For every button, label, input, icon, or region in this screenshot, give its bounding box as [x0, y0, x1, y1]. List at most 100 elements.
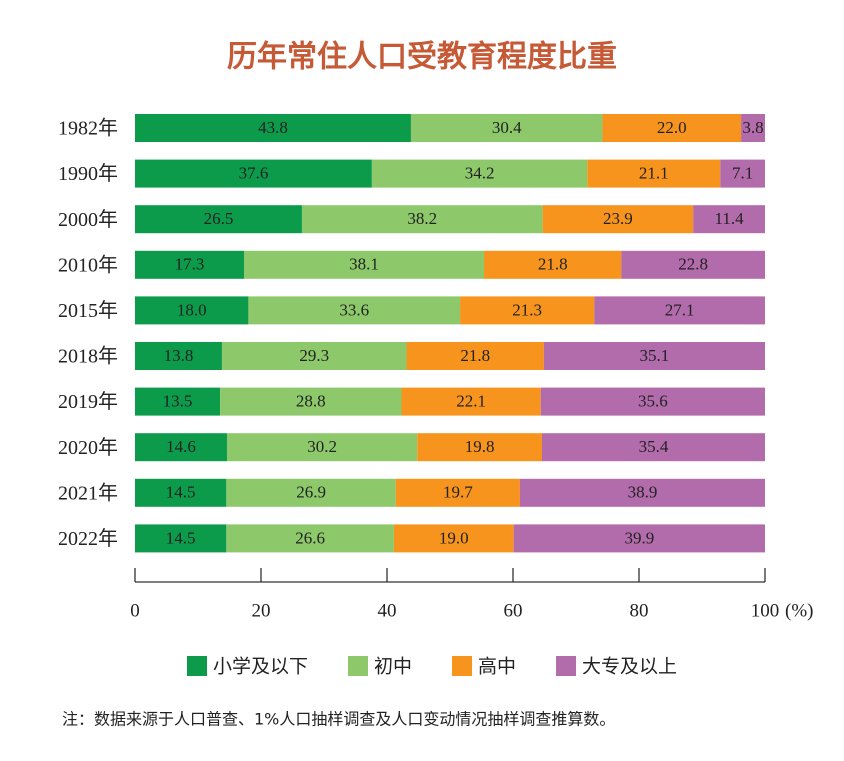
y-tick-label: 2015年 — [58, 299, 118, 322]
value-label: 26.9 — [296, 483, 326, 502]
value-label: 35.4 — [639, 437, 669, 456]
y-tick-label: 2021年 — [58, 481, 118, 504]
bar-segment — [135, 296, 249, 325]
bar-segment — [135, 205, 302, 234]
bar-segment — [226, 433, 418, 462]
bar-segment — [135, 250, 244, 279]
legend-label: 大专及以上 — [582, 656, 677, 678]
bar-segment — [135, 114, 411, 142]
bar-segment — [226, 478, 396, 507]
y-tick-label: 2018年 — [58, 345, 118, 368]
x-tick-label: 80 — [630, 600, 649, 621]
bar-segment — [417, 433, 542, 462]
legend-label: 高中 — [478, 656, 516, 678]
bar-segment — [519, 478, 765, 507]
y-tick-label: 2000年 — [58, 208, 118, 231]
value-label: 14.5 — [166, 528, 196, 547]
legend-swatch — [348, 656, 369, 676]
value-label: 14.5 — [166, 483, 196, 502]
value-label: 13.8 — [164, 346, 194, 365]
bar-segment — [594, 296, 765, 325]
value-label: 29.3 — [299, 346, 329, 365]
bar-segment — [540, 387, 765, 416]
value-label: 7.1 — [732, 164, 753, 183]
value-label: 34.2 — [465, 164, 495, 183]
x-tick-label: 100 — [751, 600, 780, 621]
value-label: 27.1 — [665, 300, 695, 319]
bar-segment — [406, 342, 544, 370]
bar-segment — [720, 159, 765, 188]
value-label: 19.0 — [439, 528, 469, 547]
y-tick-label: 2020年 — [58, 436, 118, 459]
y-tick-label: 2022年 — [58, 527, 118, 550]
bar-segment — [135, 524, 227, 553]
bar-segment — [410, 114, 603, 142]
chart-title: 历年常住人口受教育程度比重 — [227, 40, 617, 75]
value-label: 21.1 — [639, 164, 669, 183]
value-label: 38.9 — [628, 483, 658, 502]
bar-segment — [401, 387, 541, 416]
value-label: 38.2 — [407, 209, 437, 228]
bar-segment — [393, 524, 514, 553]
note: 注：数据来源于人口普查、1%人口抽样调查及人口变动情况抽样调查推算数。 — [62, 710, 615, 729]
value-label: 35.6 — [638, 392, 668, 411]
bar-segment — [135, 159, 372, 188]
value-label: 21.8 — [538, 255, 568, 274]
value-label: 30.4 — [492, 118, 522, 137]
bar-segment — [135, 433, 227, 462]
bar-segment — [741, 114, 765, 142]
value-label: 39.9 — [624, 528, 654, 547]
x-axis-label: (%) — [785, 600, 813, 621]
y-tick-label: 1990年 — [58, 162, 118, 185]
bar-segment — [135, 342, 222, 370]
x-tick-label: 60 — [504, 600, 523, 621]
value-label: 38.1 — [349, 255, 379, 274]
value-label: 35.1 — [640, 346, 670, 365]
value-label: 19.7 — [443, 483, 473, 502]
bar-segment — [693, 205, 765, 234]
value-label: 23.9 — [603, 209, 633, 228]
bar-segment — [543, 342, 765, 370]
bar-segment — [621, 250, 765, 279]
legend-label: 小学及以下 — [213, 656, 308, 678]
x-tick-label: 40 — [378, 600, 397, 621]
value-label: 21.3 — [512, 300, 542, 319]
value-label: 30.2 — [307, 437, 337, 456]
y-tick-label: 1982年 — [58, 117, 118, 140]
bar-segment — [135, 387, 221, 416]
y-tick-label: 2010年 — [58, 253, 118, 276]
bar-segment — [226, 524, 394, 553]
x-tick-label: 20 — [252, 600, 271, 621]
value-label: 22.0 — [657, 118, 687, 137]
value-label: 13.5 — [163, 392, 193, 411]
value-label: 17.3 — [175, 255, 205, 274]
value-label: 3.8 — [742, 118, 763, 137]
bar-segment — [243, 250, 485, 279]
bar-segment — [602, 114, 742, 142]
y-tick-label: 2019年 — [58, 390, 118, 413]
x-tick-label: 0 — [130, 600, 140, 621]
value-label: 19.8 — [465, 437, 495, 456]
legend-label: 初中 — [374, 656, 412, 678]
bar-segment — [371, 159, 588, 188]
value-label: 11.4 — [715, 209, 745, 228]
bar-segment — [395, 478, 520, 507]
value-label: 26.5 — [204, 209, 234, 228]
legend-swatch — [452, 656, 473, 676]
bar-segment — [301, 205, 543, 234]
value-label: 14.6 — [166, 437, 196, 456]
bar-segment — [248, 296, 461, 325]
value-label: 33.6 — [339, 300, 369, 319]
legend-swatch — [556, 656, 577, 676]
bar-segment — [460, 296, 595, 325]
bar-segment — [542, 205, 694, 234]
bar-segment — [484, 250, 622, 279]
value-label: 22.8 — [678, 255, 708, 274]
bar-segment — [135, 478, 227, 507]
bar-segment — [513, 524, 765, 553]
value-label: 43.8 — [258, 118, 288, 137]
value-label: 37.6 — [239, 164, 269, 183]
legend-swatch — [187, 656, 207, 676]
bar-segment — [220, 387, 402, 416]
